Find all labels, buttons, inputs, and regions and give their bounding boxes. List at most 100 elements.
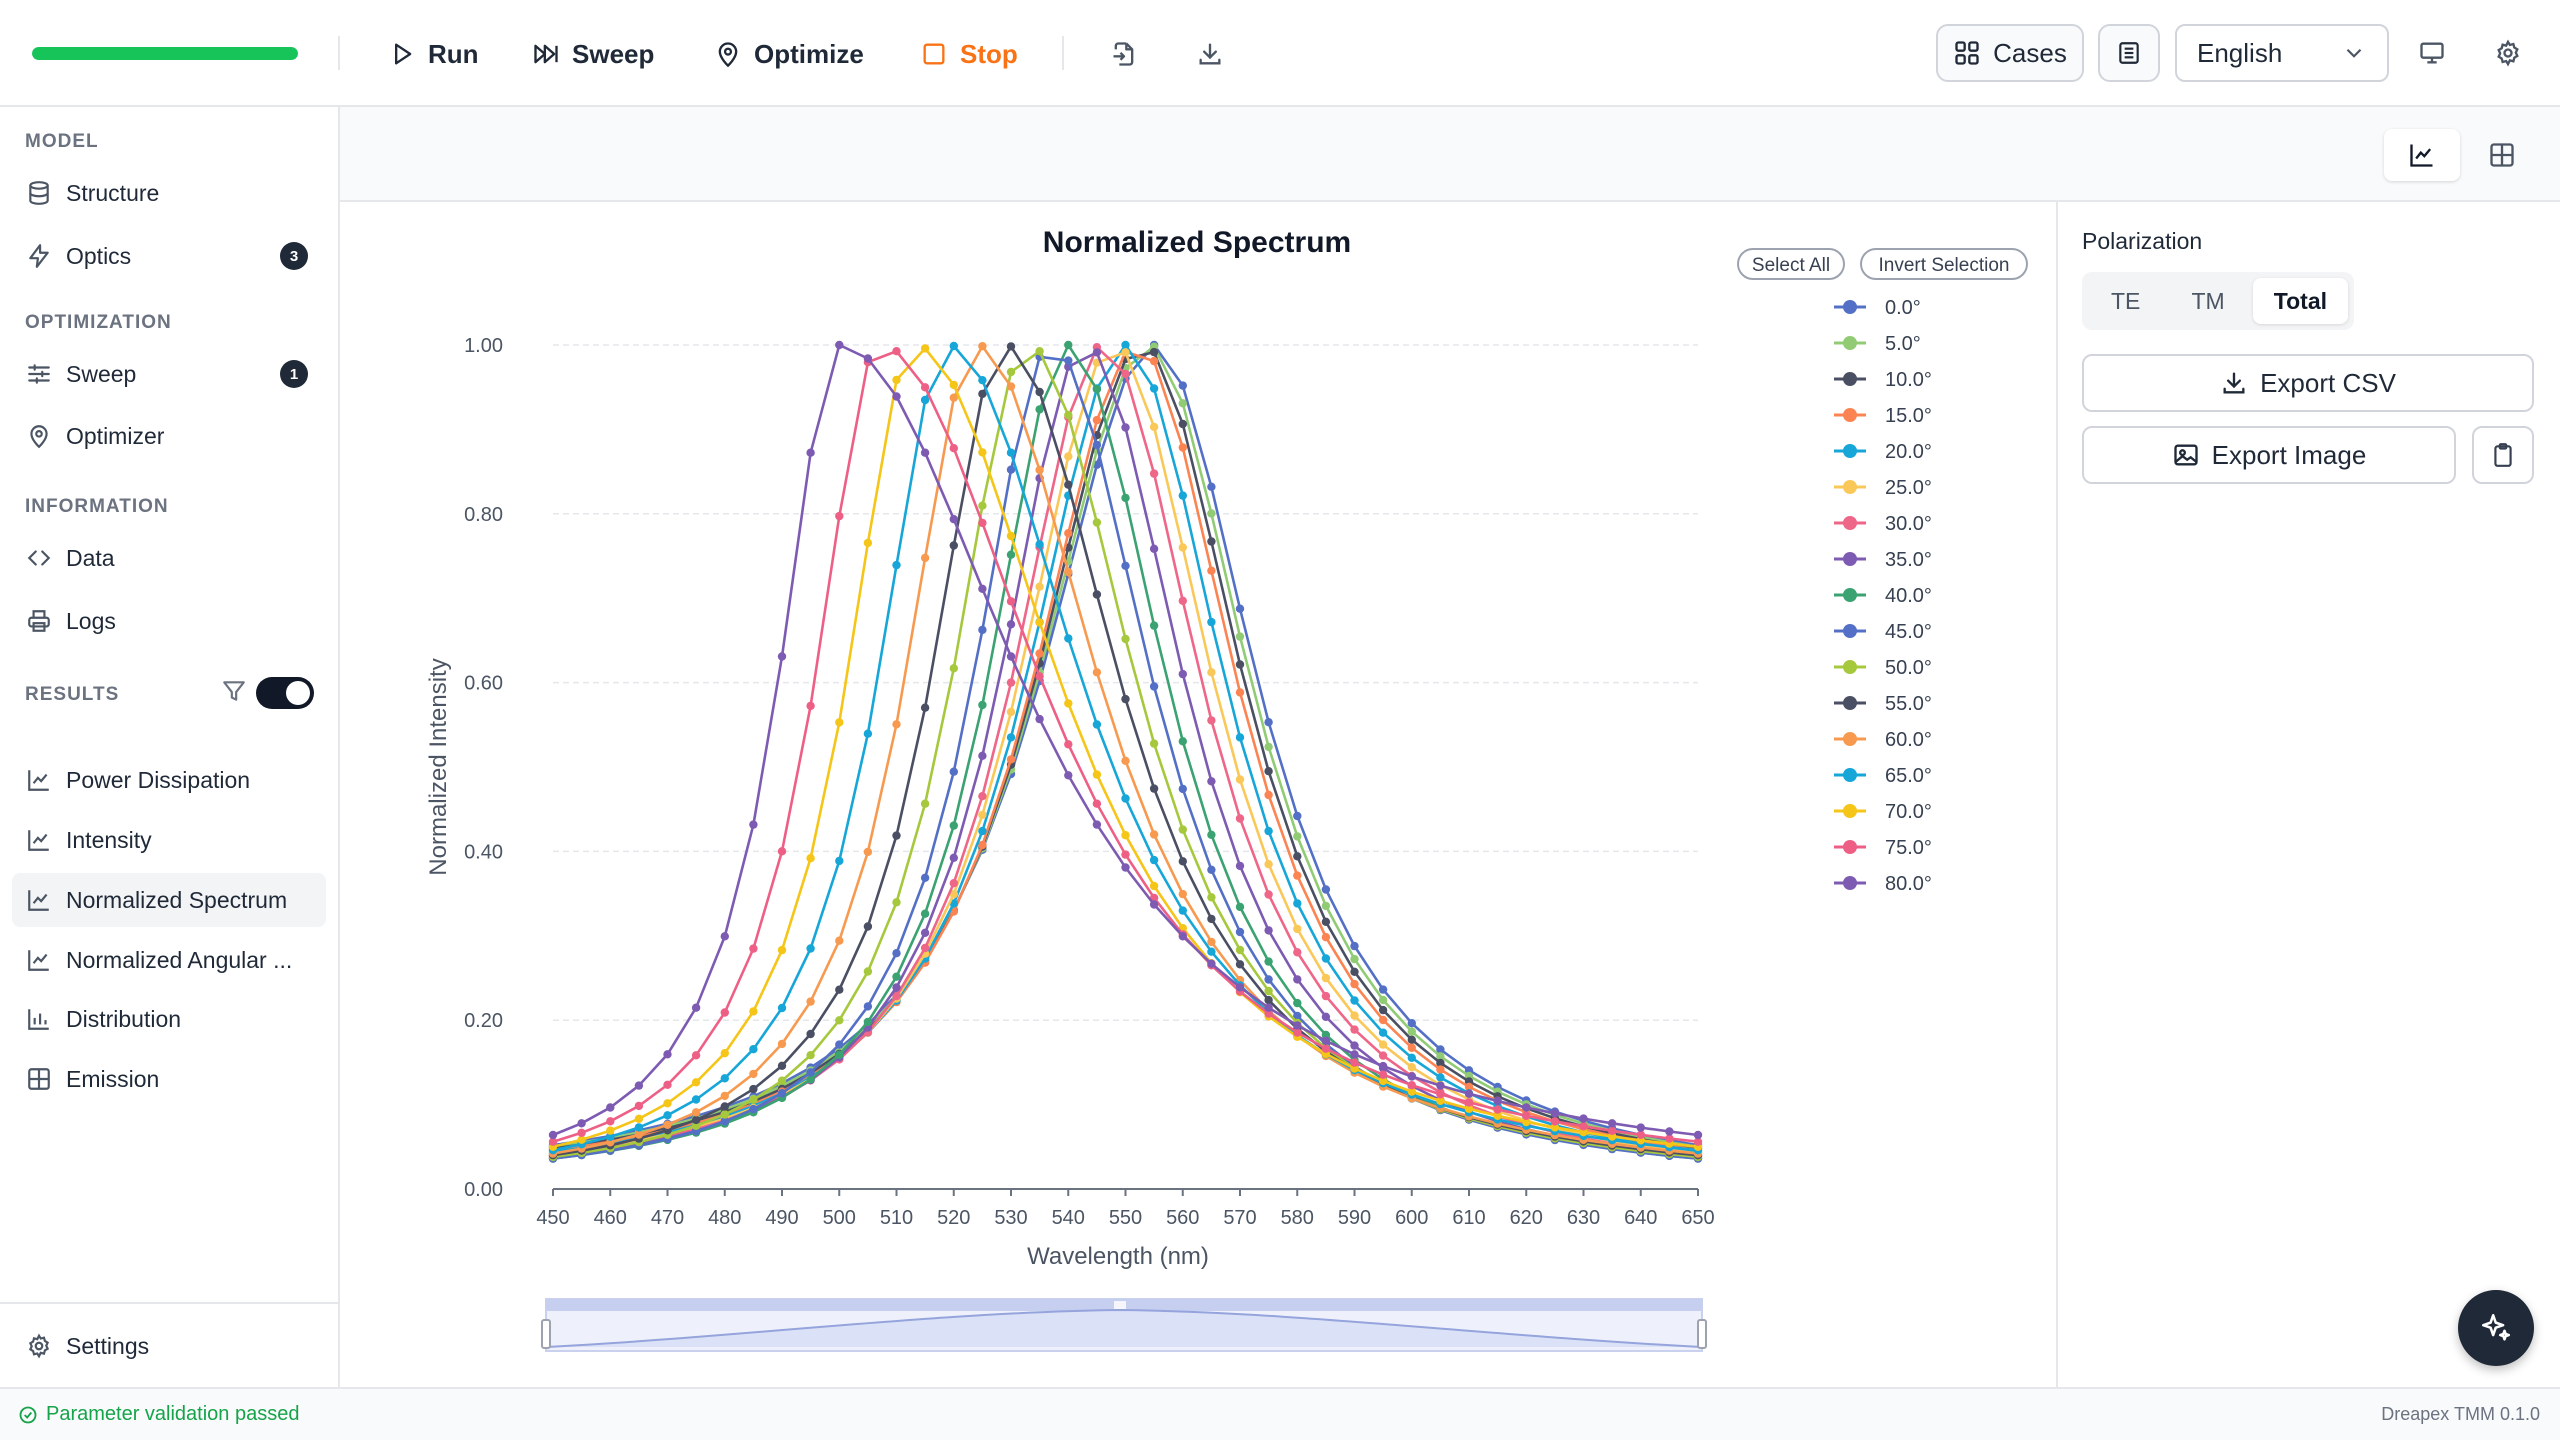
data-point xyxy=(863,922,873,931)
y-tick-label: 1.00 xyxy=(464,335,503,357)
y-axis-label: Normalized Intensity xyxy=(425,658,452,875)
data-point xyxy=(1293,1011,1302,1021)
data-point xyxy=(1035,347,1044,356)
legend-item[interactable]: 30.0° xyxy=(1834,513,1932,535)
data-point xyxy=(749,1104,758,1114)
export-image-button[interactable]: Export Image xyxy=(2082,426,2456,484)
data-point xyxy=(1149,356,1159,366)
data-point xyxy=(949,380,958,390)
zoom-drag-grip[interactable] xyxy=(1114,1301,1126,1309)
data-point xyxy=(978,751,987,760)
results-filter-toggle[interactable] xyxy=(256,677,314,709)
legend-item[interactable]: 65.0° xyxy=(1834,765,1932,787)
sidebar-item-logs[interactable]: Logs xyxy=(12,594,326,648)
data-point xyxy=(1436,1058,1445,1068)
ai-assistant-button[interactable] xyxy=(2458,1290,2534,1366)
data-point xyxy=(777,1089,787,1098)
sidebar-item-sweep[interactable]: Sweep 1 xyxy=(12,347,326,401)
sidebar-item-distribution[interactable]: Distribution xyxy=(12,992,326,1046)
legend-item[interactable]: 25.0° xyxy=(1834,477,1932,499)
import-button[interactable] xyxy=(1100,30,1148,78)
normalized-spectrum-chart[interactable]: Normalized Spectrum 0.00 0.20 0.40 0.60 0.80… xyxy=(340,202,2056,1387)
table-view-button[interactable] xyxy=(2464,129,2540,181)
legend-item[interactable]: 55.0° xyxy=(1834,693,1932,715)
notes-button[interactable] xyxy=(2098,24,2160,82)
export-csv-button[interactable]: Export CSV xyxy=(2082,354,2534,412)
display-button[interactable] xyxy=(2408,29,2456,77)
sidebar-item-power-dissipation[interactable]: Power Dissipation xyxy=(12,753,326,807)
sidebar-item-normalized-angular[interactable]: Normalized Angular ... xyxy=(12,933,326,987)
table-icon xyxy=(2490,143,2514,167)
stop-button[interactable]: Stop xyxy=(920,30,1018,78)
data-point xyxy=(1178,491,1187,500)
sidebar-item-settings[interactable]: Settings xyxy=(12,1319,326,1373)
legend-label: 65.0° xyxy=(1885,765,1932,787)
legend-item[interactable]: 10.0° xyxy=(1834,369,1932,391)
data-point xyxy=(691,1108,701,1117)
legend-item[interactable]: 5.0° xyxy=(1834,333,1921,355)
data-point xyxy=(920,909,930,918)
zoom-handle-left[interactable] xyxy=(541,1319,551,1349)
data-point xyxy=(691,1003,701,1012)
data-point xyxy=(777,1061,787,1070)
play-icon xyxy=(395,43,412,65)
legend-item[interactable]: 80.0° xyxy=(1834,873,1932,895)
legend-item[interactable]: 50.0° xyxy=(1834,657,1932,679)
data-point xyxy=(806,1068,815,1077)
data-point xyxy=(1149,900,1159,909)
zoom-handle-right[interactable] xyxy=(1697,1319,1707,1349)
sidebar-item-label: Distribution xyxy=(66,1005,182,1032)
toggle-knob xyxy=(286,681,310,705)
data-point xyxy=(892,983,901,992)
legend-item[interactable]: 20.0° xyxy=(1834,441,1932,463)
polarization-label: Polarization xyxy=(2082,228,2203,254)
line-chart-icon xyxy=(28,770,49,791)
sidebar-item-emission[interactable]: Emission xyxy=(12,1052,326,1106)
data-point xyxy=(949,393,958,402)
optimize-button[interactable]: Optimize xyxy=(714,30,864,78)
chart-view-button[interactable] xyxy=(2384,129,2460,181)
data-point xyxy=(691,1051,701,1060)
data-point xyxy=(1149,347,1159,357)
sidebar-item-normalized-spectrum[interactable]: Normalized Spectrum xyxy=(12,873,326,927)
sidebar-item-optics[interactable]: Optics 3 xyxy=(12,229,326,283)
legend-item[interactable]: 15.0° xyxy=(1834,405,1932,427)
data-point xyxy=(1464,1098,1474,1107)
legend-swatch-dot xyxy=(1843,552,1857,566)
data-point xyxy=(1293,924,1302,934)
data-point xyxy=(1436,1045,1445,1054)
polarization-te-option[interactable]: TE xyxy=(2088,278,2163,324)
app-settings-button[interactable] xyxy=(2484,29,2532,77)
data-point xyxy=(1293,1021,1302,1030)
line-chart-icon xyxy=(2410,144,2433,167)
filter-icon[interactable] xyxy=(221,678,247,704)
legend-label: 80.0° xyxy=(1885,873,1932,895)
cases-button[interactable]: Cases xyxy=(1936,24,2084,82)
sidebar-item-data[interactable]: Data xyxy=(12,531,326,585)
sidebar-item-optimizer[interactable]: Optimizer xyxy=(12,409,326,463)
data-point xyxy=(1092,720,1102,729)
data-zoom-slider[interactable] xyxy=(541,1298,1707,1352)
legend-item[interactable]: 0.0° xyxy=(1834,297,1921,319)
legend-item[interactable]: 40.0° xyxy=(1834,585,1932,607)
legend-item[interactable]: 45.0° xyxy=(1834,621,1932,643)
data-point xyxy=(1264,975,1273,984)
data-point xyxy=(920,873,930,882)
invert-selection-button[interactable]: Invert Selection xyxy=(1860,248,2028,280)
polarization-total-option[interactable]: Total xyxy=(2252,278,2349,324)
sidebar-item-structure[interactable]: Structure xyxy=(12,166,326,220)
total-label: Total xyxy=(2273,287,2327,314)
download-button[interactable] xyxy=(1186,30,1234,78)
copy-to-clipboard-button[interactable] xyxy=(2472,426,2534,484)
legend-item[interactable]: 35.0° xyxy=(1834,549,1932,571)
polarization-tm-option[interactable]: TM xyxy=(2167,278,2248,324)
legend-item[interactable]: 60.0° xyxy=(1834,729,1932,751)
legend-item[interactable]: 75.0° xyxy=(1834,837,1932,859)
language-select[interactable]: English xyxy=(2175,24,2389,82)
run-button[interactable]: Run xyxy=(388,30,479,78)
sidebar-item-intensity[interactable]: Intensity xyxy=(12,813,326,867)
sweep-button[interactable]: Sweep xyxy=(532,30,654,78)
legend-item[interactable]: 70.0° xyxy=(1834,801,1932,823)
data-point xyxy=(1636,1130,1646,1139)
select-all-button[interactable]: Select All xyxy=(1737,248,1845,280)
